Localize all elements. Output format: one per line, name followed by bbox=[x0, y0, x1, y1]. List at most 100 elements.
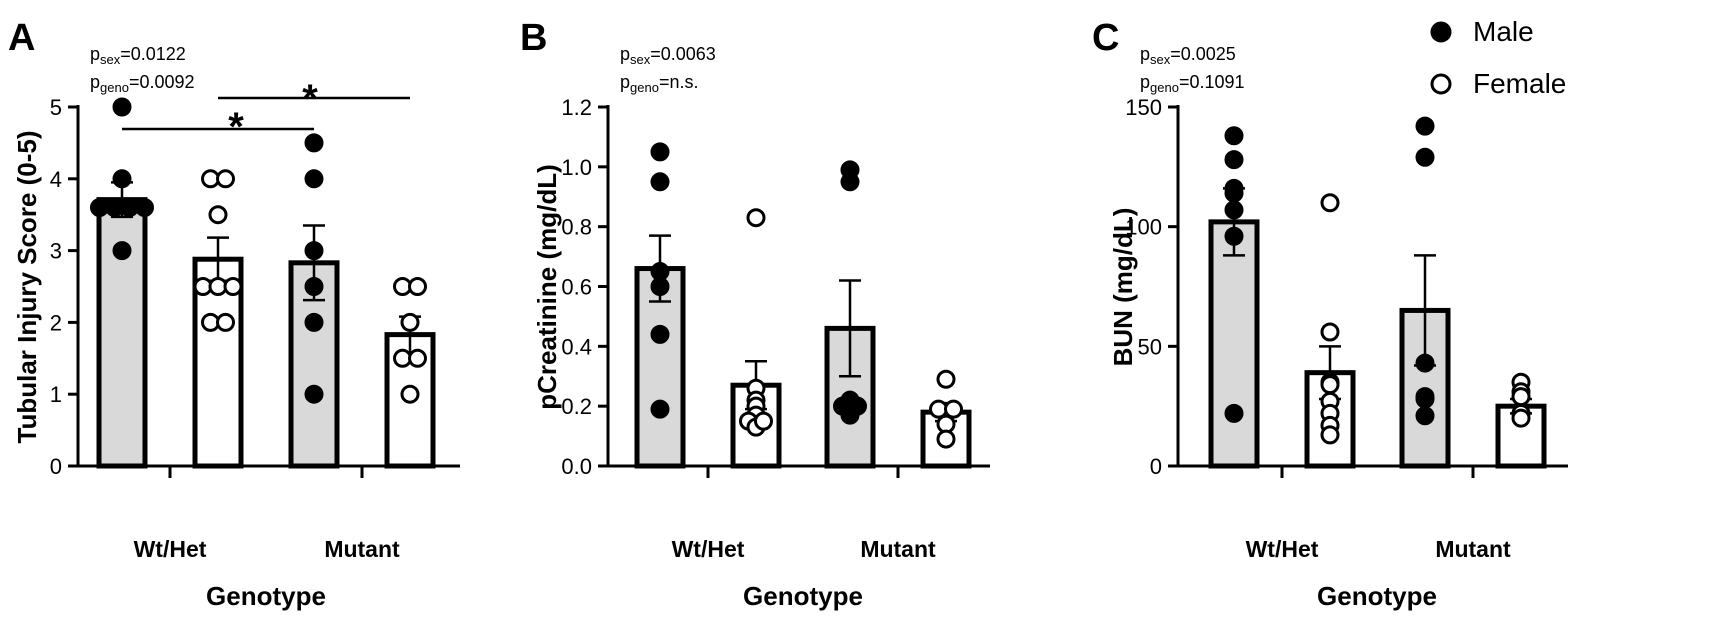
data-point-b-male-0-1 bbox=[650, 172, 670, 192]
data-point-c-female-1-2 bbox=[1511, 387, 1531, 407]
p-geno-annotation-c: pgeno=0.1091 bbox=[1140, 72, 1245, 95]
data-point-b-male-0-5 bbox=[650, 399, 670, 419]
x-axis-title-c: Genotype bbox=[1317, 581, 1437, 611]
p-geno-annotation-a: pgeno=0.0092 bbox=[90, 72, 195, 95]
y-tick-label-c-0: 0 bbox=[1150, 454, 1162, 479]
data-point-a-male-0-5 bbox=[135, 198, 154, 218]
data-point-a-female-0-1 bbox=[216, 169, 235, 189]
x-axis-title-a: Genotype bbox=[206, 581, 326, 611]
data-point-a-female-0-5 bbox=[223, 277, 243, 296]
data-point-a-male-1-0 bbox=[304, 133, 324, 153]
y-tick-label-c-3: 150 bbox=[1125, 95, 1162, 120]
p-geno-annotation-b: pgeno=n.s. bbox=[620, 72, 698, 95]
data-point-a-female-1-2 bbox=[400, 312, 420, 332]
data-point-a-male-1-2 bbox=[304, 241, 324, 261]
panel-c: C psex=0.0025 pgeno=0.1091 BUN (mg/dL) W… bbox=[1092, 17, 1568, 611]
data-point-b-male-0-0 bbox=[650, 142, 670, 162]
data-point-c-male-0-1 bbox=[1224, 150, 1244, 170]
legend-female-marker bbox=[1430, 73, 1452, 95]
marks-a bbox=[90, 96, 436, 469]
data-point-a-male-0-1 bbox=[112, 169, 132, 189]
data-point-a-male-0-6 bbox=[112, 241, 132, 261]
data-point-b-female-0-7 bbox=[754, 411, 773, 431]
data-point-a-male-1-3 bbox=[304, 277, 324, 296]
category-label-a-0: Wt/Het bbox=[134, 536, 207, 562]
legend-male-marker bbox=[1430, 21, 1452, 43]
data-point-c-female-0-3 bbox=[1320, 375, 1340, 395]
data-point-c-female-1-4 bbox=[1511, 408, 1531, 428]
data-point-a-female-1-4 bbox=[408, 348, 427, 368]
y-tick-label-b-5: 1.0 bbox=[561, 155, 592, 180]
legend-female-label: Female bbox=[1473, 68, 1566, 99]
data-point-b-female-1-4 bbox=[936, 429, 956, 449]
data-point-a-male-1-5 bbox=[304, 384, 324, 404]
y-tick-label-a-3: 3 bbox=[50, 239, 62, 264]
data-point-a-female-1-5 bbox=[400, 384, 420, 404]
y-tick-label-a-1: 1 bbox=[50, 382, 62, 407]
panel-letter-c: C bbox=[1092, 17, 1119, 59]
legend: Male Female bbox=[1430, 16, 1566, 99]
category-label-c-0: Wt/Het bbox=[1246, 536, 1319, 562]
category-label-c-1: Mutant bbox=[1435, 536, 1511, 562]
data-point-c-female-0-7 bbox=[1320, 425, 1340, 445]
data-point-b-female-1-0 bbox=[936, 369, 956, 389]
category-label-b-0: Wt/Het bbox=[672, 536, 745, 562]
data-point-c-female-0-1 bbox=[1320, 322, 1340, 342]
y-tick-label-b-1: 0.2 bbox=[561, 394, 592, 419]
p-sex-annotation-c: psex=0.0025 bbox=[1140, 44, 1236, 67]
data-point-b-male-1-5 bbox=[840, 405, 860, 425]
data-point-c-male-0-0 bbox=[1224, 126, 1244, 146]
data-point-b-female-1-2 bbox=[944, 399, 963, 419]
data-point-c-male-1-4 bbox=[1415, 389, 1435, 409]
y-axis-title-a: Tubular Injury Score (0-5) bbox=[12, 130, 42, 443]
data-point-c-male-0-4 bbox=[1224, 200, 1244, 220]
y-tick-label-a-4: 4 bbox=[50, 167, 62, 192]
y-tick-label-a-2: 2 bbox=[50, 310, 62, 335]
data-point-c-male-1-2 bbox=[1415, 353, 1435, 373]
legend-male-label: Male bbox=[1473, 16, 1534, 47]
data-point-c-male-0-3 bbox=[1224, 183, 1244, 203]
y-tick-label-b-6: 1.2 bbox=[561, 95, 592, 120]
data-point-a-male-1-4 bbox=[304, 312, 324, 332]
data-point-c-male-1-1 bbox=[1415, 147, 1435, 167]
p-sex-annotation-a: psex=0.0122 bbox=[90, 44, 186, 67]
significance-star-a-0: * bbox=[228, 105, 244, 149]
y-tick-label-c-1: 50 bbox=[1138, 334, 1162, 359]
y-tick-label-b-4: 0.8 bbox=[561, 215, 592, 240]
panel-b: B psex=0.0063 pgeno=n.s. pCreatinine (mg… bbox=[520, 17, 990, 611]
marks-b bbox=[634, 142, 972, 469]
data-point-b-male-1-1 bbox=[840, 172, 860, 192]
data-point-a-male-1-1 bbox=[304, 169, 324, 189]
y-axis-title-b: pCreatinine (mg/dL) bbox=[532, 164, 562, 410]
marks-c bbox=[1208, 116, 1547, 469]
y-tick-label-b-3: 0.6 bbox=[561, 275, 592, 300]
data-point-b-male-0-3 bbox=[650, 277, 670, 296]
data-point-c-male-1-5 bbox=[1415, 406, 1435, 426]
data-point-c-male-1-0 bbox=[1415, 116, 1435, 136]
data-point-c-female-0-0 bbox=[1320, 193, 1340, 213]
y-tick-label-a-5: 5 bbox=[50, 95, 62, 120]
y-tick-label-a-0: 0 bbox=[50, 454, 62, 479]
data-point-a-female-0-7 bbox=[216, 312, 235, 332]
panel-letter-a: A bbox=[8, 17, 35, 59]
category-label-a-1: Mutant bbox=[324, 536, 400, 562]
x-axis-title-b: Genotype bbox=[743, 581, 863, 611]
data-point-b-male-0-4 bbox=[650, 324, 670, 344]
bar-c-male-0 bbox=[1208, 219, 1260, 469]
data-point-c-male-0-6 bbox=[1224, 403, 1244, 423]
data-point-b-female-0-0 bbox=[746, 208, 766, 228]
category-label-b-1: Mutant bbox=[860, 536, 936, 562]
y-tick-label-b-2: 0.4 bbox=[561, 334, 592, 359]
panel-letter-b: B bbox=[520, 17, 547, 59]
y-tick-label-c-2: 100 bbox=[1125, 215, 1162, 240]
y-axis-title-c: BUN (mg/dL) bbox=[1108, 208, 1138, 367]
bar-a-male-0 bbox=[96, 197, 148, 469]
p-sex-annotation-b: psex=0.0063 bbox=[620, 44, 716, 67]
data-point-a-female-1-1 bbox=[408, 277, 427, 296]
y-ticks-a: 0 1 2 3 4 5 bbox=[50, 95, 460, 479]
data-point-a-female-0-2 bbox=[208, 205, 228, 225]
y-tick-label-b-0: 0.0 bbox=[561, 454, 592, 479]
data-point-c-male-0-5 bbox=[1224, 226, 1244, 246]
